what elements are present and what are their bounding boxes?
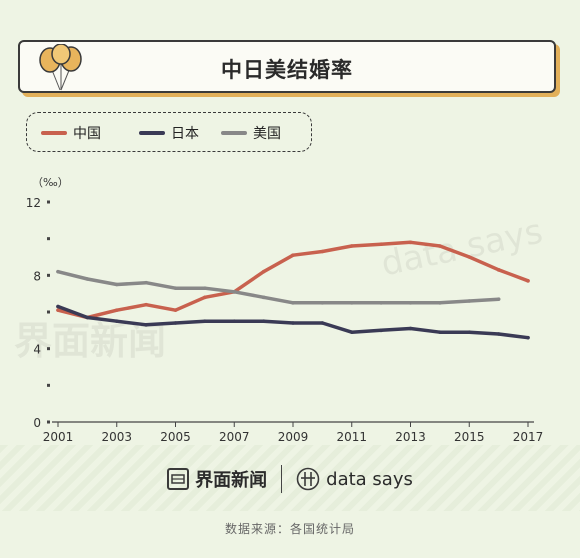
x-tick-label: 2015: [454, 430, 485, 444]
data-point-series-1: [85, 315, 90, 320]
data-point-series-1: [173, 321, 178, 325]
data-point-series-2: [261, 295, 266, 300]
data-point-series-1: [114, 319, 119, 323]
data-point-series-2: [85, 277, 90, 281]
x-tick-label: 2001: [43, 430, 74, 444]
title-banner: 中日美结婚率: [18, 40, 556, 93]
data-point-series-2: [349, 301, 354, 305]
data-point-series-0: [56, 308, 60, 312]
data-point-series-1: [379, 328, 383, 333]
brand-divider: [281, 465, 283, 493]
legend-label-china: 中国: [73, 126, 101, 142]
brand-row: 界面新闻 data says: [0, 465, 580, 493]
x-tick-label: 2007: [219, 430, 250, 444]
data-point-series-1: [320, 321, 325, 325]
y-tick-mark: [47, 347, 50, 351]
data-point-series-0: [203, 295, 207, 300]
y-tick-label: 12: [26, 196, 41, 210]
data-point-series-0: [261, 269, 266, 274]
legend-item-usa: 美国: [221, 123, 281, 143]
data-point-series-2: [320, 301, 325, 305]
data-point-series-2: [144, 280, 148, 285]
y-unit-label: （‰）: [32, 176, 69, 189]
data-point-series-0: [114, 308, 119, 312]
datasays-logo-icon: [296, 467, 320, 491]
legend-swatch-usa: [221, 131, 247, 135]
data-point-series-0: [438, 244, 442, 248]
x-tick-label: 2013: [395, 430, 426, 444]
x-tick-label: 2003: [101, 430, 132, 444]
data-point-series-0: [144, 302, 148, 307]
data-point-series-0: [173, 308, 178, 312]
x-tick-label: 2011: [336, 430, 367, 444]
y-tick-mark: [47, 273, 50, 277]
data-point-series-1: [291, 321, 295, 325]
data-point-series-2: [408, 301, 413, 305]
data-point-series-2: [114, 282, 119, 287]
data-point-series-1: [203, 319, 207, 323]
x-tick-label: 2017: [513, 430, 544, 444]
y-tick-label: 8: [33, 269, 41, 283]
legend-item-japan: 日本: [139, 123, 199, 143]
legend: 中国 日本 美国: [26, 112, 312, 152]
brand-jiemian: 界面新闻: [167, 466, 267, 492]
legend-swatch-japan: [139, 131, 165, 135]
brand-datasays: data says: [296, 467, 413, 491]
y-tick-mark: [47, 200, 50, 204]
x-tick-label: 2009: [278, 430, 309, 444]
data-point-series-1: [349, 330, 354, 334]
data-point-series-2: [56, 269, 60, 274]
data-point-series-0: [526, 279, 530, 283]
data-point-series-1: [408, 326, 413, 331]
legend-swatch-china: [41, 131, 67, 135]
data-point-series-2: [173, 286, 178, 290]
y-tick-mark: [47, 420, 50, 424]
y-tick-mark: [47, 383, 50, 387]
data-point-series-0: [379, 242, 383, 246]
data-point-series-2: [379, 301, 383, 305]
data-point-series-1: [496, 332, 501, 336]
data-point-series-0: [320, 249, 325, 254]
data-point-series-2: [232, 290, 237, 294]
data-point-series-2: [203, 286, 207, 290]
source-note: 数据来源：各国统计局: [224, 522, 355, 536]
data-point-series-0: [467, 255, 472, 259]
y-tick-mark: [47, 237, 50, 241]
data-point-series-2: [291, 301, 295, 305]
data-point-series-2: [496, 297, 501, 301]
legend-item-china: 中国: [41, 123, 101, 143]
data-point-series-1: [261, 319, 266, 323]
series-line-2: [56, 269, 501, 305]
y-tick-label: 4: [33, 343, 41, 357]
y-tick-mark: [47, 310, 50, 314]
data-point-series-1: [56, 304, 60, 309]
data-point-series-0: [408, 240, 413, 245]
data-point-series-1: [438, 330, 442, 334]
data-point-series-2: [467, 299, 472, 303]
y-tick-label: 0: [33, 416, 41, 430]
data-point-series-0: [496, 268, 501, 272]
balloon-icon: [39, 44, 82, 91]
legend-label-japan: 日本: [171, 126, 199, 142]
chart-title: 中日美结婚率: [221, 58, 353, 82]
data-point-series-1: [467, 330, 472, 334]
data-point-series-2: [438, 301, 442, 305]
footer-band: [0, 445, 580, 511]
data-point-series-1: [144, 323, 148, 327]
x-tick-label: 2005: [160, 430, 191, 444]
data-point-series-1: [232, 319, 237, 323]
data-point-series-0: [349, 244, 354, 248]
legend-label-usa: 美国: [253, 126, 281, 142]
data-point-series-1: [526, 335, 530, 340]
jiemian-logo-icon: [167, 468, 190, 490]
brand-b-label: data says: [326, 468, 413, 490]
brand-a-label: 界面新闻: [195, 470, 268, 491]
data-point-series-0: [291, 253, 295, 257]
